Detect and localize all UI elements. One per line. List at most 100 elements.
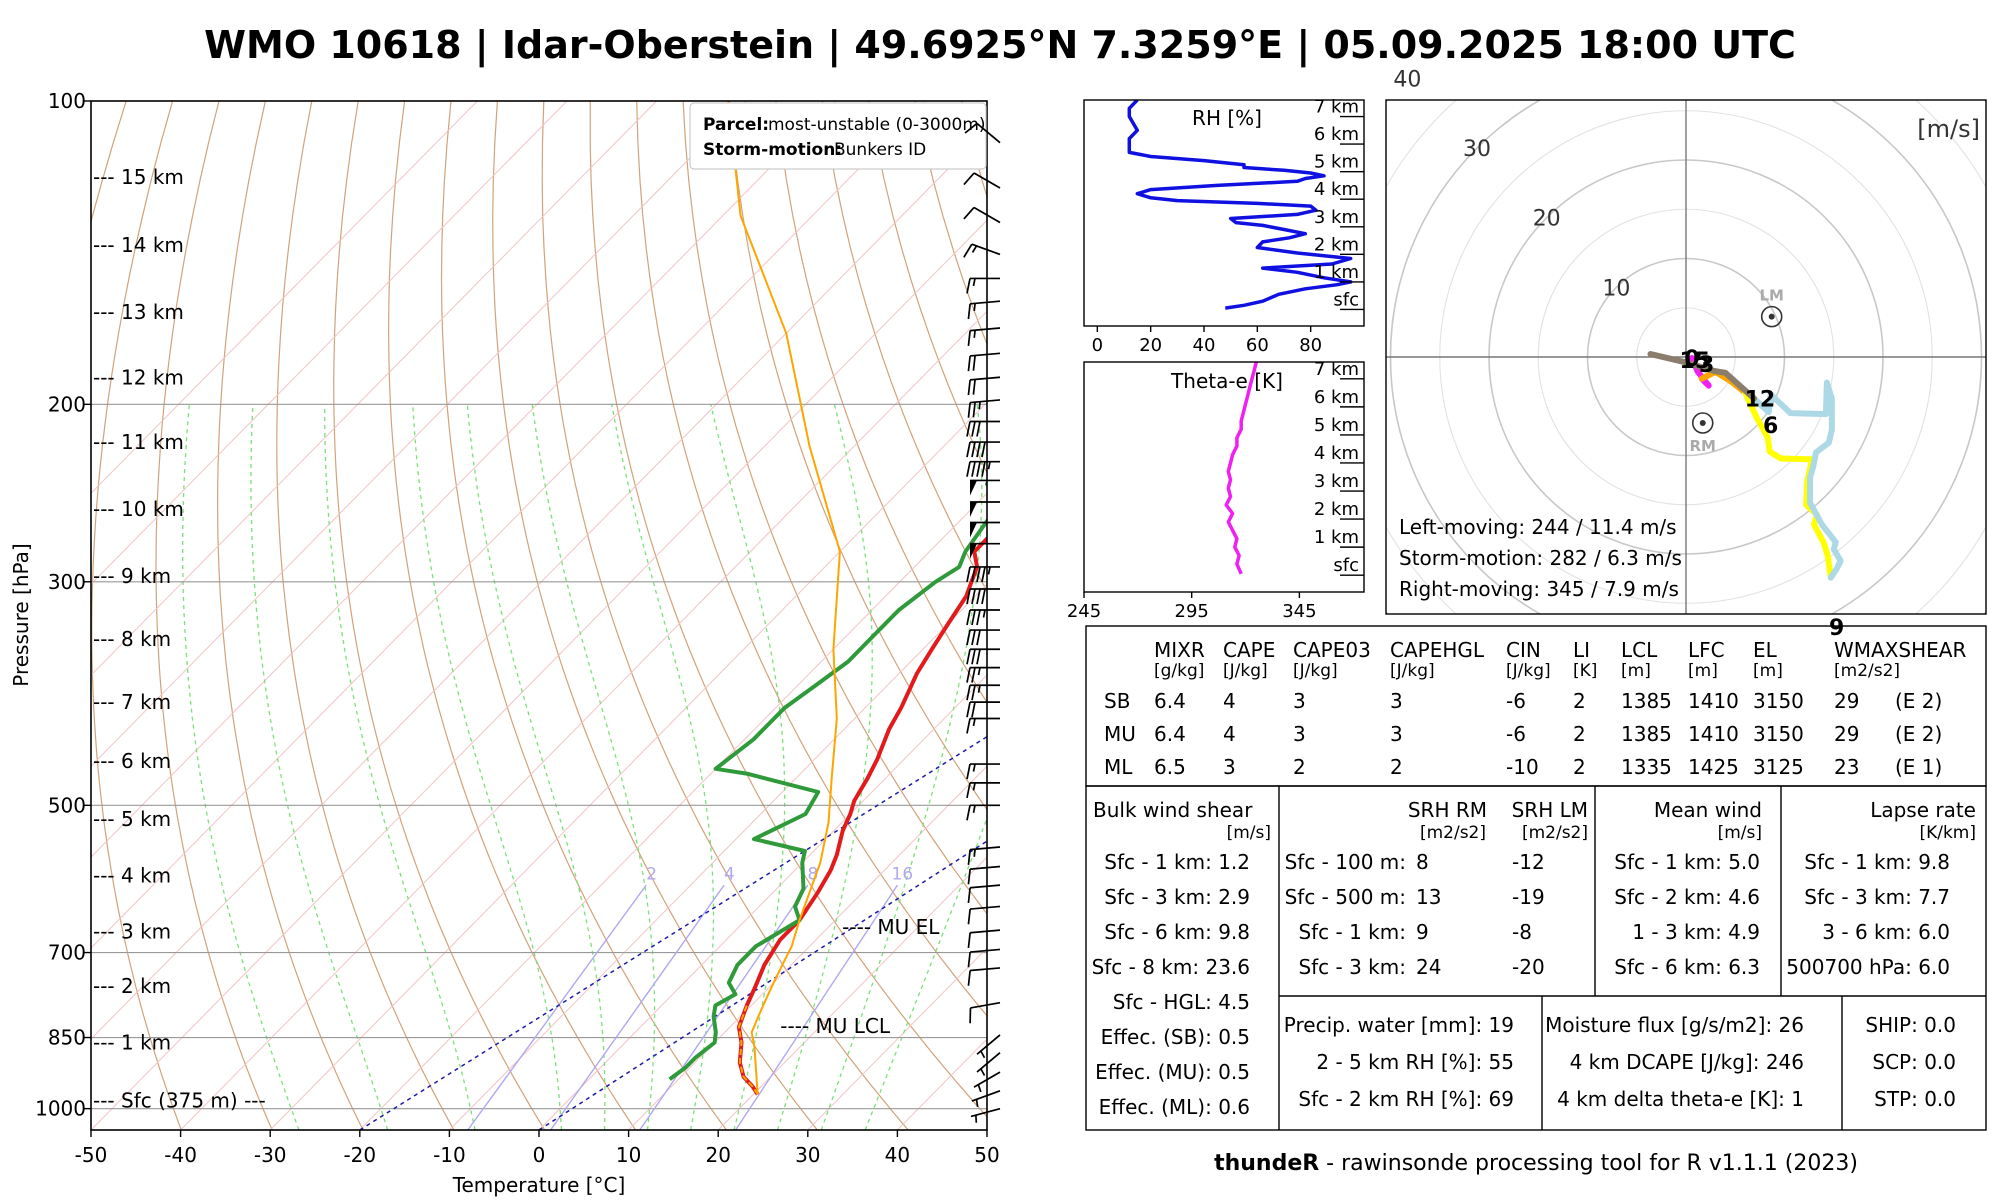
parcel-table-cell: (E 2): [1895, 722, 1942, 746]
x-tick-label: -30: [254, 1143, 287, 1167]
thetae-title: Theta-e [K]: [1170, 369, 1283, 393]
x-tick-label: -20: [343, 1143, 376, 1167]
level-annotation: ---- MU LCL: [780, 1014, 891, 1038]
parcel-table-unit: [J/kg]: [1293, 661, 1338, 681]
hodo-height-label: 15: [1680, 349, 1711, 374]
km-label: 6 km: [1314, 387, 1359, 408]
hodograph-unit: [m/s]: [1917, 115, 1980, 143]
wind-barb: [966, 763, 1000, 780]
parcel-table-cell: 1385: [1621, 722, 1672, 746]
srh-rm-value: 24: [1416, 955, 1441, 979]
srh-rm-unit: [m2/s2]: [1420, 823, 1486, 843]
x-tick-label: 0: [533, 1143, 546, 1167]
wind-barb: [967, 376, 1001, 396]
dry-adiabat: [387, 101, 637, 1130]
parcel-table-cell: 3150: [1753, 722, 1804, 746]
dry-adiabat: [728, 101, 987, 811]
km-label: 2 km: [1314, 234, 1359, 255]
parcel-table-cell: 1410: [1688, 689, 1739, 713]
footer-credit: thundeR - rawinsonde processing tool for…: [1214, 1151, 1858, 1176]
lapse-rate-header: Lapse rate: [1870, 798, 1976, 822]
wind-barb: [966, 629, 1000, 646]
height-label: --- 9 km: [93, 564, 171, 588]
mean-wind-row: Sfc - 6 km: 6.3: [1614, 955, 1760, 979]
hodo-segment-12-15km: [1647, 351, 1757, 402]
wind-barb: [971, 1089, 1001, 1108]
moist-adiabat: [412, 404, 563, 1130]
hodograph-panel: [m/s] 10 20 30 40 LM RM 0 3 6 9 12 15 Left-moving: 2…: [1385, 67, 1987, 641]
wind-barb: [967, 905, 1001, 925]
parcel-table-cell: (E 1): [1895, 755, 1942, 779]
x-tick-label: 0: [1092, 335, 1103, 356]
isotherm: [807, 947, 987, 1130]
km-label: 2 km: [1314, 499, 1359, 520]
parcel-table-cell: 2: [1573, 755, 1586, 779]
lapse-rate-row: Sfc - 3 km: 7.7: [1804, 885, 1950, 909]
bulk-shear-row: Sfc - 6 km: 9.8: [1104, 920, 1250, 944]
srh-row-label: Sfc - 500 m:: [1285, 885, 1406, 909]
wind-barb: [963, 243, 1001, 258]
wind-barb: [967, 399, 1001, 418]
mixing-ratio-line: [639, 884, 809, 1130]
mixing-ratio-line: [467, 884, 647, 1130]
wind-barb: [966, 666, 1000, 683]
parcel-table-unit: [m]: [1688, 661, 1718, 681]
mean-wind-row: Sfc - 1 km: 5.0: [1614, 850, 1760, 874]
y-tick-label: 1000: [35, 1097, 86, 1121]
mean-wind-row: 1 - 3 km: 4.9: [1632, 920, 1760, 944]
skewt-ylabel: Pressure [hPa]: [9, 543, 33, 686]
dry-adiabat: [440, 101, 727, 1130]
x-tick-label: 20: [1139, 335, 1162, 356]
lapse-rate-row: 500700 hPa: 6.0: [1786, 955, 1950, 979]
parcel-table-cell: 6.4: [1154, 689, 1186, 713]
wind-barb: [976, 1034, 1001, 1059]
lapse-rate-row: 3 - 6 km: 6.0: [1822, 920, 1950, 944]
dry-adiabat: [276, 101, 455, 1130]
composite-row: SCP: 0.0: [1872, 1050, 1956, 1074]
height-label: --- Sfc (375 m) ---: [93, 1089, 266, 1113]
moisture-row: Precip. water [mm]: 19: [1284, 1013, 1514, 1037]
x-tick-label: 245: [1067, 601, 1101, 622]
y-tick-label: 700: [48, 941, 86, 965]
bulk-shear-row: Sfc - 1 km: 1.2: [1104, 850, 1250, 874]
isotherm: [628, 765, 987, 1130]
parcel-table-cell: -6: [1506, 722, 1526, 746]
thetae-profile-line: [1224, 362, 1258, 575]
isotherm: [91, 101, 926, 949]
isotherm: [359, 492, 987, 1130]
parcel-table-header: CIN: [1506, 638, 1541, 662]
moisture-row: Sfc - 2 km RH [%]: 69: [1298, 1087, 1514, 1111]
mixing-ratio-label: 16: [892, 865, 914, 885]
km-label: 7 km: [1314, 359, 1359, 380]
dry-adiabat: [492, 101, 818, 1130]
y-tick-label: 850: [48, 1026, 86, 1050]
storm-motion-text: Right-moving: 345 / 7.9 m/s: [1399, 577, 1679, 601]
wind-barb: [966, 648, 1000, 665]
dry-adiabat: [682, 101, 987, 915]
thetae-panel: Theta-e [K] sfc 1 km 2 km 3 km 4 km 5 km 6 km 7…: [1067, 359, 1365, 622]
srh-lm-value: -8: [1512, 920, 1532, 944]
height-label: --- 7 km: [93, 690, 171, 714]
parcel-table-unit: [J/kg]: [1223, 661, 1268, 681]
height-label: --- 14 km: [93, 233, 184, 257]
bulk-shear-row: Sfc - HGL: 4.5: [1113, 990, 1250, 1014]
isotherm: [449, 583, 987, 1130]
y-tick-label: 100: [48, 89, 86, 113]
wind-barb: [967, 884, 1001, 904]
height-label: --- 4 km: [93, 864, 171, 888]
rh-frame: [1083, 99, 1365, 327]
wind-barb: [967, 967, 1001, 986]
hodo-ring-label: 40: [1393, 67, 1421, 92]
x-tick-label: 295: [1175, 601, 1209, 622]
hodo-height-label: 12: [1745, 387, 1776, 412]
parcel-table-cell: 6.4: [1154, 722, 1186, 746]
parcel-table-unit: [g/kg]: [1154, 661, 1204, 681]
moist-adiabat: [710, 404, 786, 1130]
x-tick-label: 345: [1282, 601, 1316, 622]
wind-barb: [976, 1052, 1001, 1076]
dry-adiabat: [636, 101, 987, 1017]
parcel-table-row-label: MU: [1104, 722, 1136, 746]
dry-adiabat: [821, 101, 987, 593]
isotherm: [91, 128, 987, 1040]
isotherm: [717, 856, 987, 1130]
